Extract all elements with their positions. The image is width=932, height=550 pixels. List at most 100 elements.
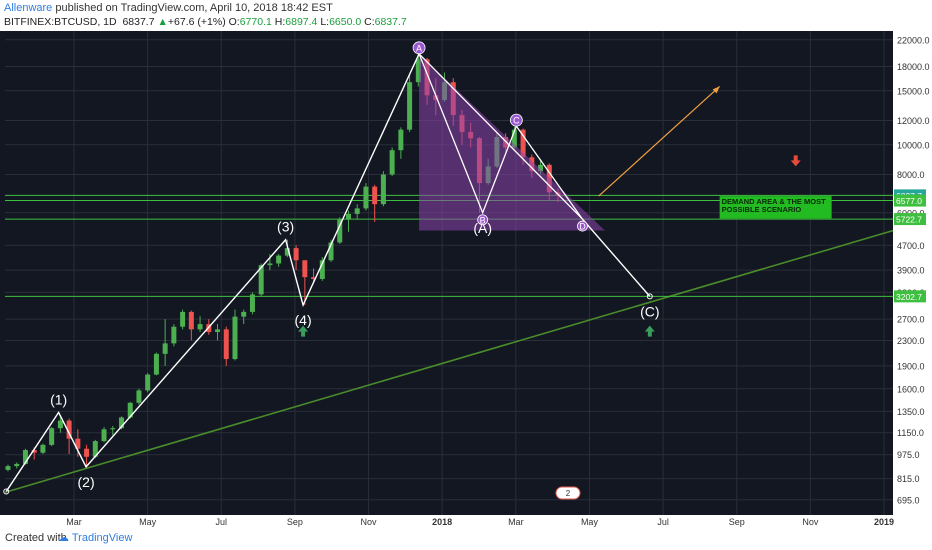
candle-body [249, 294, 255, 312]
x-tick-label: Sep [287, 517, 303, 527]
close-value: 6837.7 [374, 16, 407, 28]
y-tick-label: 12000.0 [897, 116, 930, 126]
candle-body [127, 402, 133, 418]
candle-body [241, 311, 247, 317]
y-tick-label: 10000.0 [897, 140, 930, 150]
candle-body [92, 441, 98, 457]
open-label: O: [228, 16, 240, 28]
down-arrow-icon [790, 155, 801, 167]
candle-body [188, 311, 194, 330]
harmonic-point-marker [577, 220, 588, 232]
open-value: 6770.1 [239, 16, 272, 28]
y-tick-label: 2300.0 [897, 336, 925, 346]
price-tag-box [894, 290, 926, 303]
candle-body [40, 444, 46, 453]
candle-body [136, 390, 142, 403]
pivot-marker [3, 488, 10, 495]
candle-body [363, 186, 369, 209]
y-tick-label: 8000.0 [897, 170, 925, 180]
x-tick-label: May [581, 517, 599, 527]
candle-body [22, 450, 28, 464]
x-tick-label: Mar [508, 517, 524, 527]
x-tick-label: Sep [729, 517, 745, 527]
time-scale-background [0, 515, 893, 527]
tradingview-cloud-icon: ☁ [58, 532, 69, 544]
projection-arrowhead [712, 86, 720, 94]
chart-area[interactable]: 22000.0 18000.0 15000.0 12000.0 10000.0 8000.… [0, 31, 932, 527]
y-tick-label: 22000.0 [897, 35, 930, 45]
candle-body [118, 417, 124, 429]
candle-body [302, 260, 308, 278]
candle-body [328, 242, 334, 261]
wave-label: (A) [473, 220, 492, 236]
candle-body [66, 420, 72, 439]
candle-body [389, 150, 395, 175]
x-tick-label: Jul [657, 517, 669, 527]
candle-body [276, 255, 282, 264]
candle-body [380, 174, 386, 205]
low-label: L: [320, 16, 330, 28]
price-chart[interactable]: 22000.0 18000.0 15000.0 12000.0 10000.0 8000.… [0, 31, 932, 527]
high-value: 6897.4 [285, 16, 318, 28]
candle-body [14, 463, 20, 467]
candle-body [398, 129, 404, 151]
impulse-wave-path [5, 53, 420, 492]
chart-header: Allenware published on TradingView.com, … [0, 0, 932, 31]
harmonic-point-label: D [579, 222, 586, 232]
harmonic-point-marker [509, 113, 523, 127]
x-tick-label: Mar [66, 517, 82, 527]
candle-body [197, 324, 203, 330]
x-tick-label: Jul [216, 517, 228, 527]
y-tick-label: 2700.0 [897, 315, 925, 325]
candle-body [110, 428, 116, 430]
candle-body [153, 353, 159, 375]
candle-body [223, 329, 229, 360]
tradingview-logo[interactable]: ☁ TradingView [58, 531, 132, 544]
event-badge [555, 486, 581, 500]
harmonic-point-marker [477, 214, 489, 226]
author-link[interactable]: Allenware [4, 2, 53, 14]
demand-area-label: POSSIBLE SCENARIO [722, 205, 802, 214]
y-tick-label: 815.0 [897, 474, 920, 484]
price-scale-background [893, 31, 932, 527]
change-arrow: ▲ [157, 16, 168, 28]
wave-label: (3) [277, 219, 294, 235]
wave-label: (C) [640, 303, 659, 319]
candle-body [171, 326, 177, 344]
y-tick-label: 1350.0 [897, 407, 925, 417]
y-tick-label: 975.0 [897, 450, 920, 460]
candle-body [5, 466, 11, 470]
candle-body [511, 129, 517, 148]
y-tick-label: 1150.0 [897, 428, 924, 438]
harmonic-point-label: A [416, 43, 422, 53]
published-text: published on TradingView.com, April 10, … [55, 2, 333, 14]
candle-body [57, 420, 63, 429]
projection-path [581, 218, 651, 297]
candle-body [145, 374, 151, 391]
close-label: C: [364, 16, 375, 28]
candle-body [31, 450, 37, 453]
demand-area-label-box [719, 196, 832, 219]
low-value: 6650.0 [329, 16, 362, 28]
candle-body [415, 59, 421, 83]
last-price: 6837.7 [122, 16, 155, 28]
price-tag-box [894, 194, 926, 207]
x-tick-label: 2018 [432, 517, 452, 527]
wave-label: (1) [50, 391, 67, 407]
pivot-marker [646, 293, 653, 300]
candle-body [267, 263, 273, 266]
candle-body [372, 186, 378, 205]
y-tick-label: 4700.0 [897, 241, 925, 251]
y-tick-label: 15000.0 [897, 86, 930, 96]
candle-body [84, 448, 90, 457]
candle-body [354, 208, 360, 214]
x-tick-label: 2019 [874, 517, 894, 527]
candle-body [538, 164, 544, 172]
harmonic-point-label: C [513, 116, 520, 126]
y-tick-label: 18000.0 [897, 62, 930, 72]
tradingview-brand: TradingView [71, 532, 133, 544]
candle-body [49, 428, 55, 445]
candle-body [258, 265, 264, 295]
candle-body [215, 329, 221, 333]
up-arrow-icon [644, 325, 655, 337]
